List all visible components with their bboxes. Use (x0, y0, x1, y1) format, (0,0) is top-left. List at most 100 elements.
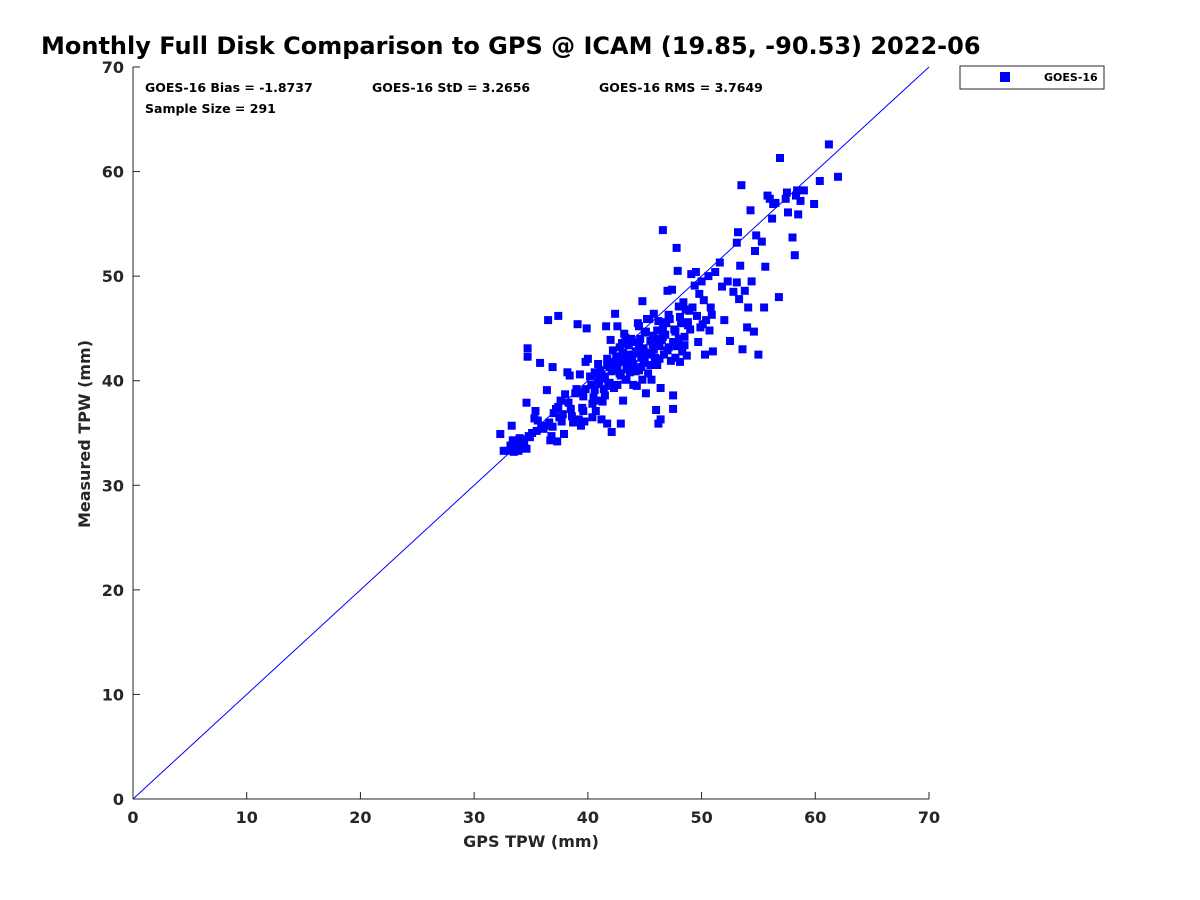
data-point (587, 380, 596, 389)
data-point (594, 375, 603, 384)
data-point (793, 186, 802, 195)
data-point (539, 424, 548, 433)
data-point (751, 247, 759, 255)
data-point (533, 416, 542, 425)
data-point (610, 357, 618, 366)
data-point (579, 392, 588, 401)
x-tick-label: 70 (918, 808, 940, 827)
data-point (643, 315, 651, 323)
data-point (569, 418, 578, 427)
bias-annotation: GOES-16 Bias = -1.8737 (145, 80, 313, 95)
data-point (575, 370, 584, 379)
data-point (663, 286, 672, 295)
data-point (641, 389, 650, 398)
x-tick-label: 20 (349, 808, 371, 827)
data-point (564, 398, 573, 407)
data-point (516, 435, 525, 444)
data-point (546, 436, 555, 445)
data-point (558, 410, 567, 419)
data-point (607, 428, 616, 436)
data-point (702, 316, 711, 325)
data-point (545, 418, 554, 427)
data-point (746, 206, 755, 215)
data-point (678, 347, 687, 356)
data-point (532, 426, 541, 435)
data-point (664, 310, 673, 319)
data-point (668, 285, 676, 294)
data-point (655, 354, 664, 363)
data-point (560, 430, 568, 438)
data-point (588, 413, 597, 422)
data-point (590, 386, 599, 395)
data-point (627, 350, 636, 359)
data-point (561, 390, 570, 399)
data-point (549, 409, 558, 418)
data-point (774, 293, 783, 302)
data-point (573, 320, 582, 329)
data-point (643, 350, 651, 359)
data-point (496, 430, 505, 438)
data-point (726, 337, 734, 345)
data-point (618, 339, 626, 348)
y-tick-label: 0 (113, 790, 124, 809)
data-point (815, 177, 824, 185)
data-point (781, 194, 790, 203)
data-point (704, 272, 713, 281)
data-point (784, 208, 792, 217)
data-point (723, 277, 732, 286)
data-point (602, 322, 611, 331)
data-point (824, 140, 833, 149)
data-point (544, 316, 553, 325)
data-point (671, 353, 680, 362)
data-point (644, 369, 653, 378)
data-point (652, 406, 661, 414)
data-point (734, 228, 742, 237)
data-point (661, 318, 670, 327)
data-point (603, 354, 612, 363)
data-point (523, 344, 532, 353)
data-point (514, 446, 523, 455)
data-point (663, 346, 672, 355)
y-tick-label: 50 (102, 267, 124, 286)
data-point (600, 391, 609, 400)
data-point (606, 335, 615, 344)
data-point (736, 261, 745, 270)
data-point (650, 353, 659, 362)
data-point (636, 346, 645, 355)
data-point (691, 268, 700, 276)
data-point (499, 446, 508, 455)
data-point (788, 233, 797, 242)
x-axis-ticks: 0 10 20 30 40 50 60 70 (127, 792, 940, 827)
data-point (799, 186, 808, 195)
data-point (776, 154, 784, 162)
data-point (740, 286, 749, 295)
data-point (676, 357, 684, 366)
data-point (672, 342, 681, 351)
data-point (782, 188, 791, 197)
data-point (554, 311, 563, 320)
data-point (522, 398, 531, 407)
data-point (647, 348, 656, 357)
data-point (579, 407, 588, 415)
data-point (599, 385, 608, 394)
data-point (749, 327, 758, 336)
data-point (612, 352, 621, 361)
data-point (616, 419, 625, 428)
data-point (548, 422, 557, 431)
data-point (577, 388, 585, 397)
data-point (658, 226, 667, 235)
data-point (556, 396, 565, 405)
data-point (619, 396, 628, 405)
data-point (647, 375, 656, 384)
data-point (591, 407, 600, 415)
sample-size-annotation: Sample Size = 291 (145, 101, 276, 116)
data-point (620, 329, 629, 338)
data-point (674, 334, 683, 343)
data-point (654, 317, 663, 326)
data-point (636, 334, 645, 343)
data-point (506, 441, 515, 450)
y-tick-label: 10 (102, 685, 124, 704)
data-point (656, 384, 665, 392)
data-point (752, 231, 761, 240)
